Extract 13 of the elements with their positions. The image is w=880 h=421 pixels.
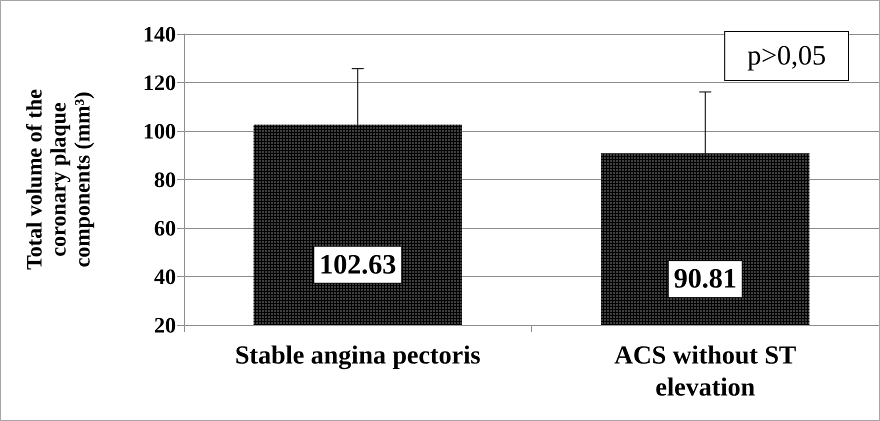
y-tick-label: 140: [143, 22, 176, 46]
y-tick-label: 60: [154, 216, 176, 240]
x-tick-label: ACS without ST elevation: [614, 340, 796, 402]
y-tick-label: 80: [154, 167, 176, 192]
y-tick-label: 40: [154, 264, 176, 289]
data-label: 90.81: [674, 264, 737, 295]
data-label: 102.63: [319, 249, 396, 280]
x-tick-label: Stable angina pectoris: [234, 340, 481, 370]
y-tick-label: 20: [154, 312, 176, 338]
annotation: p>0,05: [747, 40, 826, 72]
y-tick-label: 100: [143, 118, 176, 144]
y-tick-label: 120: [143, 70, 176, 95]
y-axis-title: Total volume of the coronary plaque components (mm³): [22, 88, 94, 270]
